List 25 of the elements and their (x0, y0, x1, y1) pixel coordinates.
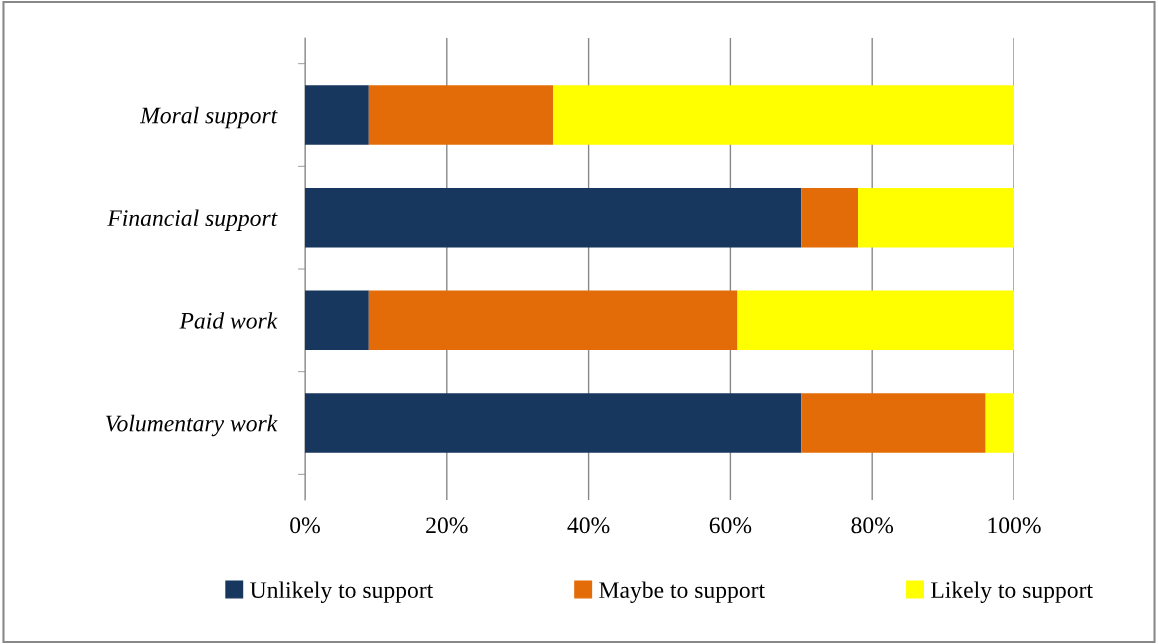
bar (305, 290, 369, 351)
y-tick-label: Volumentary work (105, 414, 278, 437)
bar (858, 187, 1014, 248)
x-tick-label: 20% (426, 517, 468, 534)
bar (305, 187, 802, 248)
bar (368, 85, 554, 145)
x-tick-label: 40% (567, 517, 610, 534)
legend-label: Maybe to support (599, 581, 765, 603)
legend-label: Unlikely to support (250, 581, 434, 603)
bar (985, 393, 1014, 453)
bar (368, 290, 738, 351)
bar (553, 85, 1014, 145)
y-tick-label: Paid work (179, 312, 278, 329)
bar (801, 187, 859, 248)
x-tick-label: 80% (851, 517, 894, 534)
bar (737, 290, 1014, 351)
x-tick-label: 60% (709, 517, 752, 534)
bar (305, 393, 802, 453)
x-tick-label: 100% (988, 517, 1041, 534)
y-tick-label: Moral support (139, 106, 278, 129)
bar (801, 393, 986, 453)
legend-label: Likely to support (931, 581, 1093, 603)
bar (305, 85, 369, 145)
x-tick-label: 0% (290, 517, 320, 534)
y-tick-label: Financial support (107, 209, 278, 231)
